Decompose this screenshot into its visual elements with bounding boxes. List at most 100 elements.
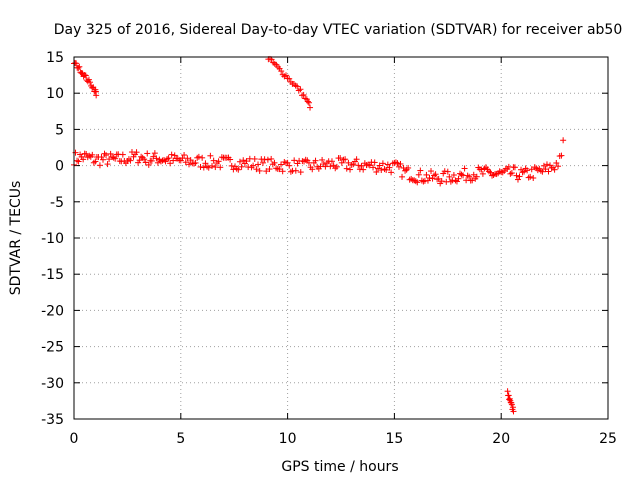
band-point — [227, 156, 234, 163]
band-point — [402, 167, 409, 174]
band-point — [370, 164, 377, 171]
band-point — [527, 173, 534, 180]
band-point — [236, 158, 243, 165]
band-point — [83, 151, 90, 158]
band-point — [90, 159, 97, 166]
band-point — [210, 157, 217, 164]
band-point — [558, 152, 565, 159]
band-point — [253, 166, 260, 173]
band-point — [165, 155, 172, 162]
drop-point — [505, 392, 512, 399]
band-point — [353, 156, 360, 163]
band-point — [319, 156, 326, 163]
band-point — [444, 168, 451, 175]
band-point — [119, 151, 126, 158]
band-point — [292, 167, 299, 174]
band-point — [394, 160, 401, 167]
band-point — [379, 160, 386, 167]
band-point — [479, 170, 486, 177]
band-point — [92, 158, 99, 165]
band-point — [103, 152, 110, 159]
arc-2-point — [300, 91, 307, 98]
band-point — [453, 178, 460, 185]
band-point — [264, 156, 271, 163]
band-point — [328, 158, 335, 165]
band-point — [96, 162, 103, 169]
outlier-point — [560, 137, 567, 144]
band-point — [366, 162, 373, 169]
band-point — [145, 161, 152, 168]
band-point — [256, 167, 263, 174]
band-point — [455, 175, 462, 182]
band-point — [197, 163, 204, 170]
band-point — [268, 155, 275, 162]
band-point — [171, 152, 178, 159]
arc-2-point — [286, 75, 293, 82]
band-point — [168, 151, 175, 158]
x-tick-label: 0 — [70, 431, 79, 447]
band-point — [383, 166, 390, 173]
band-point — [199, 154, 206, 161]
band-point — [217, 164, 224, 171]
arc-2-point — [282, 72, 289, 79]
band-point — [461, 165, 468, 172]
arc-1-point — [76, 63, 83, 70]
arc-1-point — [93, 92, 100, 99]
band-point — [374, 165, 381, 172]
band-point — [345, 159, 352, 166]
band-point — [238, 163, 245, 170]
arc-2-point — [305, 99, 312, 106]
arc-2-point — [297, 86, 304, 93]
band-point — [530, 174, 537, 181]
band-point — [75, 158, 82, 165]
band-point — [187, 157, 194, 164]
band-point — [514, 176, 521, 183]
band-point — [342, 156, 349, 163]
y-tick-label: -30 — [41, 376, 64, 392]
band-point — [473, 173, 480, 180]
band-point — [182, 159, 189, 166]
x-tick-label: 10 — [279, 431, 297, 447]
band-point — [136, 157, 143, 164]
band-point — [358, 162, 365, 169]
band-point — [279, 168, 286, 175]
band-point — [386, 164, 393, 171]
band-point — [405, 164, 412, 171]
band-point — [133, 149, 140, 156]
band-point — [487, 169, 494, 176]
band-point — [106, 156, 113, 163]
band-point — [150, 153, 157, 160]
band-point — [545, 168, 552, 175]
band-point — [186, 161, 193, 168]
band-point — [395, 163, 402, 170]
band-point — [192, 159, 199, 166]
y-tick-label: 5 — [55, 122, 64, 138]
x-axis-label: GPS time / hours — [281, 459, 398, 475]
band-point — [499, 169, 506, 176]
band-point — [170, 157, 177, 164]
x-tick-label: 5 — [176, 431, 185, 447]
band-point — [250, 162, 257, 169]
arc-2-point — [278, 68, 285, 75]
grid — [74, 57, 608, 419]
band-point — [508, 170, 515, 177]
band-point — [507, 170, 514, 177]
band-point — [450, 172, 457, 179]
arc-1-point — [75, 64, 82, 71]
band-point — [142, 159, 149, 166]
chart-title: Day 325 of 2016, Sidereal Day-to-day VTE… — [54, 22, 623, 38]
band-point — [432, 171, 439, 178]
band-point — [423, 171, 430, 178]
band-point — [153, 155, 160, 162]
band-point — [539, 168, 546, 175]
band-point — [446, 173, 453, 180]
band-point — [101, 150, 108, 157]
band-point — [271, 159, 278, 166]
drop-point — [510, 408, 517, 415]
axis-ticks: 0 5 10 15 20 25 15 10 5 0 -5 -10 -15 -20 -25 -30 -35 — [41, 50, 617, 447]
band-point — [417, 167, 424, 174]
band-point — [397, 160, 404, 167]
arc-1-point — [82, 72, 89, 79]
band-point — [266, 166, 273, 173]
band-point — [481, 165, 488, 172]
